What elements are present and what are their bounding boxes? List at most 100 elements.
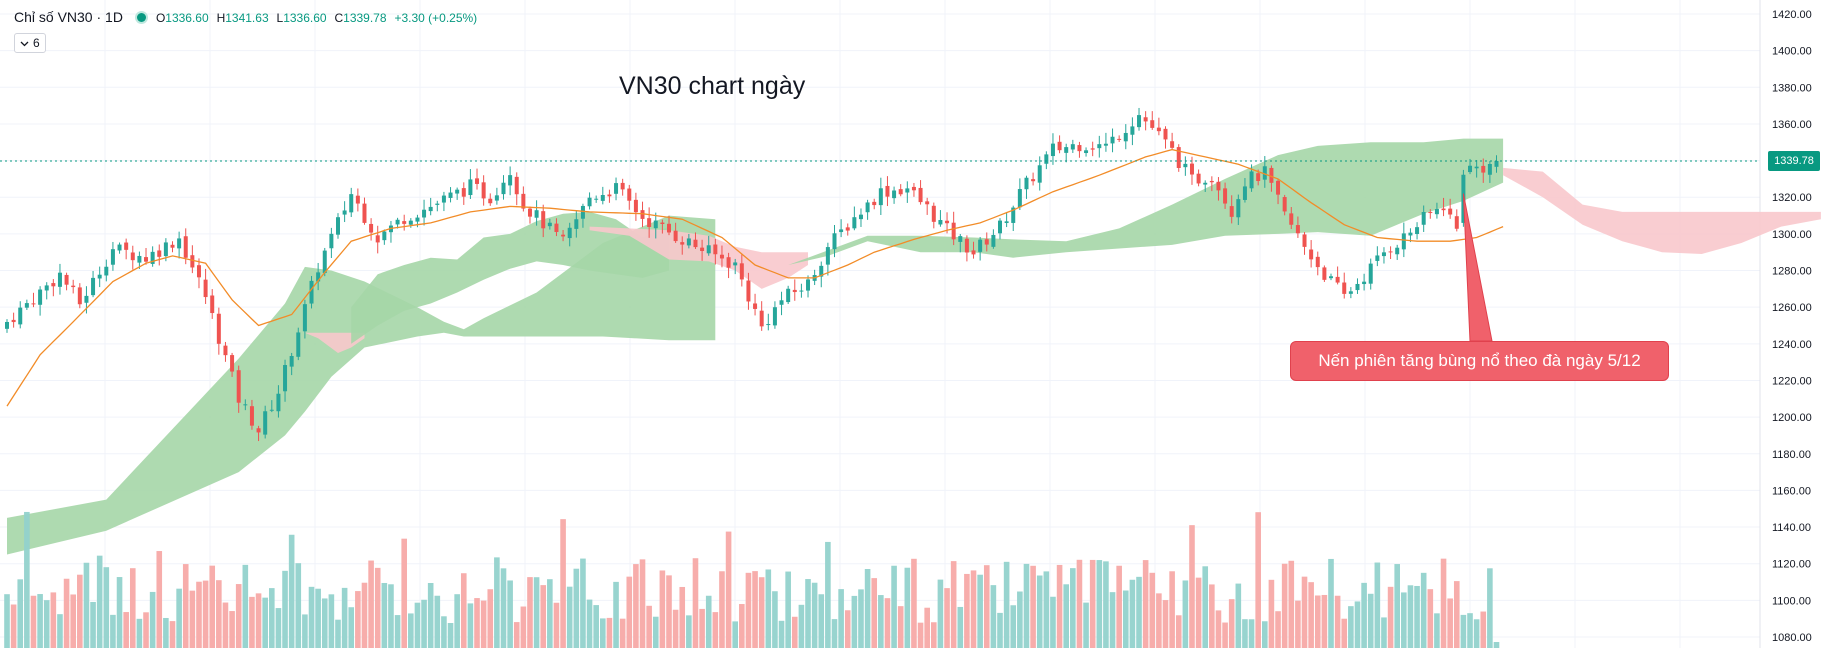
volume-bar xyxy=(196,581,202,648)
volume-bar xyxy=(520,606,527,648)
candle-body xyxy=(1362,281,1367,285)
candle-body xyxy=(600,195,605,201)
candle-body xyxy=(97,274,102,279)
volume-bar xyxy=(50,592,57,648)
volume-bar xyxy=(1242,619,1248,648)
volume-bar xyxy=(487,589,494,648)
volume-bar xyxy=(1063,584,1069,648)
open-value: 1336.60 xyxy=(165,11,209,25)
candle-body xyxy=(1004,221,1009,223)
candle-body xyxy=(786,288,791,303)
candle-body xyxy=(1309,249,1314,260)
candle-body xyxy=(216,313,221,344)
candle-body xyxy=(170,244,175,248)
volume-bar xyxy=(467,603,474,648)
volume-bar xyxy=(593,605,599,648)
volume-bar xyxy=(381,582,388,648)
volume-bar xyxy=(460,573,467,648)
volume-bar xyxy=(937,579,944,648)
candle-body xyxy=(435,203,440,205)
candle-body xyxy=(1348,291,1353,294)
candle-body xyxy=(1276,180,1281,195)
candle-body xyxy=(521,193,526,209)
candle-body xyxy=(554,223,559,232)
candle-body xyxy=(1355,283,1360,291)
candle-body xyxy=(958,236,963,242)
candle-body xyxy=(24,303,29,308)
volume-bar xyxy=(566,586,573,648)
y-tick-label: 1360.00 xyxy=(1772,119,1812,131)
candle-body xyxy=(38,289,43,305)
candle-body xyxy=(1428,212,1433,214)
candle-body xyxy=(839,229,844,233)
symbol-label[interactable]: Chỉ số VN30 · 1D xyxy=(14,9,123,25)
candle-body xyxy=(951,222,956,240)
volume-bar xyxy=(652,616,659,648)
indicators-toggle-button[interactable]: 6 xyxy=(14,33,46,53)
volume-bar xyxy=(997,612,1003,648)
volume-bar xyxy=(1262,621,1268,648)
volume-bar xyxy=(944,588,950,648)
candle-body xyxy=(898,189,903,195)
y-tick-label: 1240.00 xyxy=(1772,339,1812,351)
volume-bar xyxy=(692,558,699,648)
candle-body xyxy=(945,220,950,224)
candle-body xyxy=(1408,232,1413,236)
volume-bar xyxy=(1367,593,1374,648)
volume-bar xyxy=(1328,558,1334,648)
volume-bar xyxy=(1010,605,1017,648)
candle-body xyxy=(931,205,936,222)
volume-bar xyxy=(229,611,235,648)
volume-bar xyxy=(1427,589,1434,648)
chevron-down-icon xyxy=(20,41,29,47)
volume-bar xyxy=(619,618,626,648)
volume-bar xyxy=(494,557,500,648)
volume-bar xyxy=(798,604,805,648)
y-tick-label: 1220.00 xyxy=(1772,375,1812,387)
y-tick-label: 1100.00 xyxy=(1772,595,1811,607)
ichimoku-cloud-bearish xyxy=(1503,167,1821,254)
candle-body xyxy=(872,201,877,206)
candle-body xyxy=(1117,138,1122,140)
candle-body xyxy=(693,239,698,248)
volume-bar xyxy=(1434,613,1440,648)
volume-bar xyxy=(1235,583,1242,648)
volume-bar xyxy=(1268,579,1275,648)
close-value: 1339.78 xyxy=(343,11,387,25)
volume-bar xyxy=(719,571,725,648)
candle-body xyxy=(163,242,168,257)
volume-bar xyxy=(1195,577,1202,648)
volume-bar xyxy=(705,595,712,648)
candle-body xyxy=(1322,267,1327,280)
candle-body xyxy=(561,234,566,237)
candle-body xyxy=(117,244,122,251)
candle-body xyxy=(865,202,870,213)
volume-bar xyxy=(328,594,335,648)
candle-body xyxy=(422,209,427,218)
candle-body xyxy=(369,223,374,233)
volume-bar xyxy=(103,567,110,648)
volume-bar xyxy=(864,568,871,648)
candle-body xyxy=(448,192,453,198)
volume-bar xyxy=(752,571,758,648)
volume-bar xyxy=(666,575,672,648)
ichimoku-cloud-bearish xyxy=(589,226,808,289)
candle-body xyxy=(441,195,446,203)
candle-body xyxy=(1196,173,1201,184)
volume-bar xyxy=(891,565,897,648)
candle-body xyxy=(5,321,9,329)
volume-bar xyxy=(1487,568,1493,648)
candle-body xyxy=(574,219,579,229)
y-tick-label: 1420.00 xyxy=(1772,9,1812,21)
candle-body xyxy=(779,300,784,305)
volume-bar xyxy=(414,602,421,648)
candle-body xyxy=(11,319,16,323)
volume-bar xyxy=(1136,576,1142,648)
candle-body xyxy=(1421,212,1426,225)
callout-note[interactable]: Nến phiên tăng bùng nổ theo đà ngày 5/12 xyxy=(1290,341,1669,381)
volume-bar xyxy=(513,622,520,648)
volume-bar xyxy=(1202,566,1209,648)
volume-bar xyxy=(302,614,308,648)
volume-bar xyxy=(553,602,560,648)
